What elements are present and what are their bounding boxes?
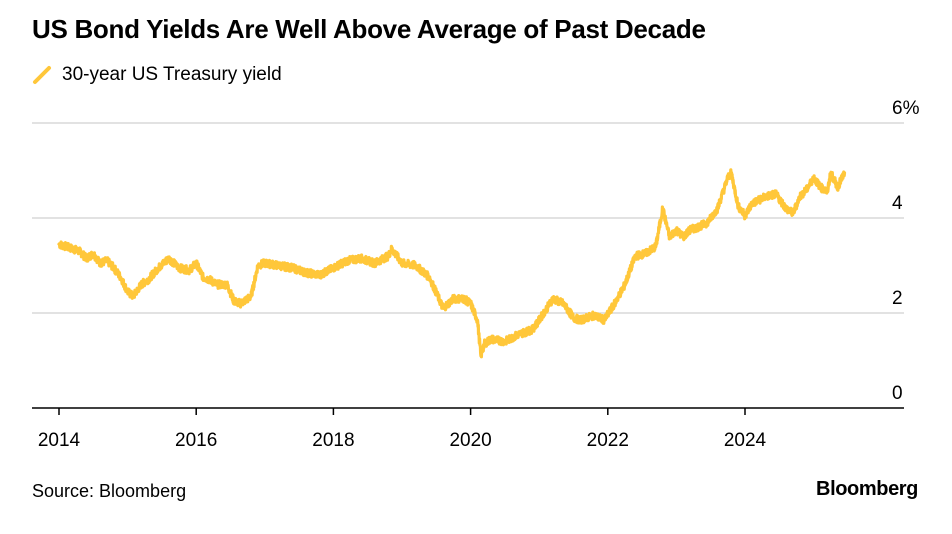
brand-logo: Bloomberg	[816, 478, 918, 500]
legend-swatch-icon	[33, 66, 51, 84]
y-tick-label-0: 0	[892, 383, 903, 404]
x-tick-label-2014: 2014	[38, 430, 81, 451]
legend-label: 30-year US Treasury yield	[62, 64, 282, 85]
x-axis: 2014 2016 2018 2020 2022 2024	[32, 407, 904, 451]
x-tick-label-2020: 2020	[449, 430, 491, 451]
source-note: Source: Bloomberg	[32, 481, 187, 501]
legend: 30-year US Treasury yield	[32, 64, 282, 86]
series-line-0	[57, 168, 847, 359]
x-tick-label-2022: 2022	[587, 430, 629, 451]
x-tick-label-2018: 2018	[312, 430, 354, 451]
y-tick-label-2: 2	[892, 288, 903, 309]
x-tick-label-2016: 2016	[175, 430, 217, 451]
y-tick-label-6: 6%	[892, 98, 920, 119]
y-tick-label-4: 4	[892, 193, 903, 214]
gridlines	[32, 122, 904, 314]
chart-title: US Bond Yields Are Well Above Average of…	[32, 14, 706, 44]
x-tick-label-2024: 2024	[724, 430, 767, 451]
series-group	[57, 168, 847, 359]
y-axis-labels: 0 2 4 6%	[892, 98, 920, 404]
